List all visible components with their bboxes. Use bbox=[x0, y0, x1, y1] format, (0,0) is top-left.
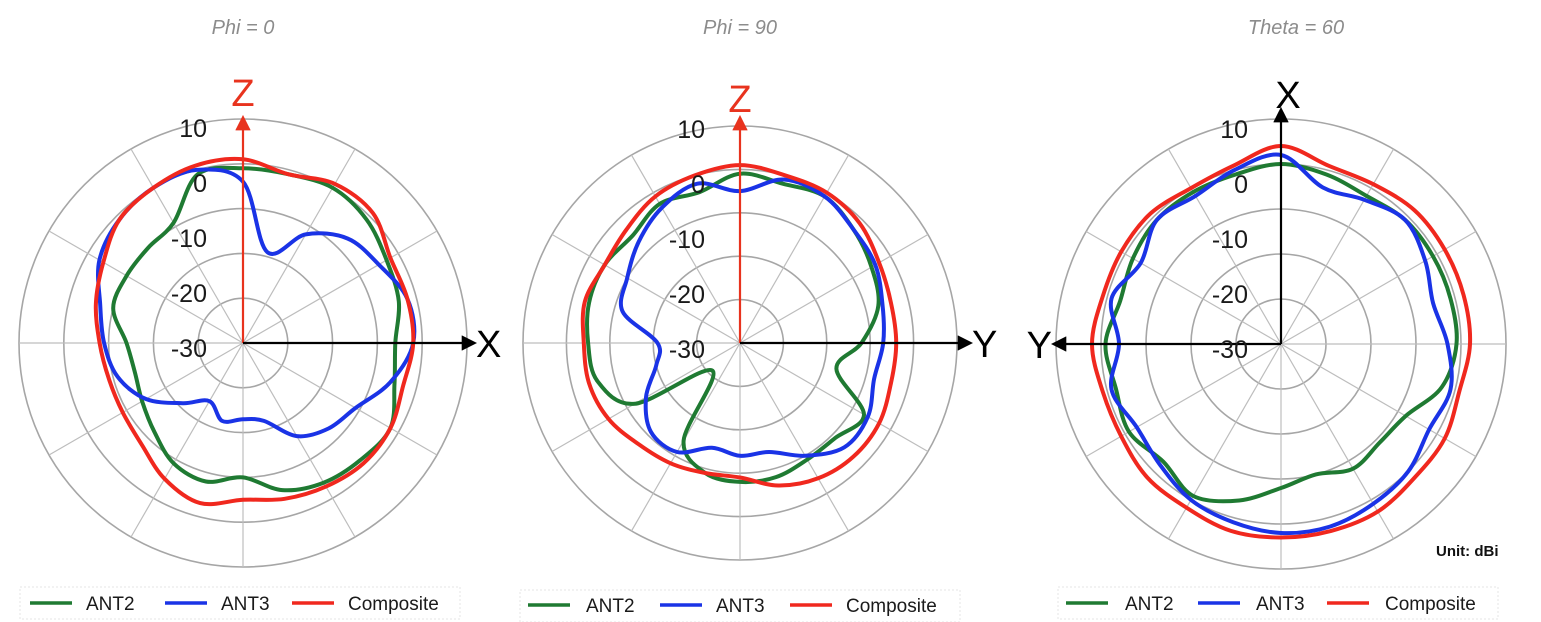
legend-label-ant2: ANT2 bbox=[586, 596, 635, 617]
grid-spoke bbox=[1280, 148, 1395, 345]
radial-tick-labels: 10 0 -10 -20 -30 bbox=[171, 115, 207, 363]
series-line-ant2 bbox=[1103, 162, 1459, 504]
legend-label-composite: Composite bbox=[1385, 594, 1476, 615]
series-line-ant3 bbox=[1108, 152, 1454, 536]
legend-label-ant3: ANT3 bbox=[716, 596, 765, 617]
legend-box bbox=[519, 589, 961, 622]
polar-axes: Z X bbox=[231, 73, 501, 366]
grid-spoke bbox=[242, 342, 438, 456]
radial-tick-label: 10 bbox=[179, 115, 207, 143]
legend-box bbox=[19, 586, 461, 620]
panel-title: Theta = 60 bbox=[1248, 17, 1344, 39]
radial-tick-label: -20 bbox=[1212, 281, 1248, 309]
radial-tick-label: -10 bbox=[669, 226, 705, 254]
polar-traces bbox=[93, 156, 417, 507]
grid-spoke bbox=[48, 230, 244, 344]
radial-tick-labels: 10 0 -10 -20 -30 bbox=[1212, 116, 1248, 364]
polar-traces bbox=[580, 163, 899, 488]
radial-tick-label: 0 bbox=[691, 171, 705, 199]
radial-tick-label: -10 bbox=[1212, 226, 1248, 254]
grid-spoke bbox=[1085, 343, 1282, 458]
legend-label-ant2: ANT2 bbox=[1125, 594, 1174, 615]
grid-spoke bbox=[1167, 343, 1282, 540]
legend-label-ant3: ANT3 bbox=[1256, 594, 1305, 615]
series-line-ant2 bbox=[111, 165, 402, 493]
grid-spoke bbox=[130, 148, 244, 344]
radial-tick-label: 10 bbox=[1220, 116, 1248, 144]
series-line-ant2 bbox=[585, 171, 881, 485]
grid-spoke bbox=[739, 342, 850, 532]
radial-tick-label: -10 bbox=[171, 225, 207, 253]
series-line-composite bbox=[580, 163, 899, 488]
grid-spoke bbox=[739, 233, 929, 344]
radial-tick-label: 0 bbox=[1234, 171, 1248, 199]
radial-tick-label: 0 bbox=[193, 170, 207, 198]
polar-panel-theta-60: Theta = 60 X Y 10 0 -10 -20 -30 Unit: dB… bbox=[1027, 17, 1507, 620]
axis-label-up: Z bbox=[728, 79, 751, 121]
polar-axes: X Y bbox=[1027, 75, 1301, 367]
legend: ANT2 ANT3 Composite bbox=[519, 589, 961, 622]
radial-tick-label: -30 bbox=[669, 336, 705, 364]
legend-label-ant2: ANT2 bbox=[86, 594, 135, 615]
grid-spoke bbox=[242, 342, 356, 538]
radial-tick-label: -20 bbox=[669, 281, 705, 309]
grid-spoke bbox=[1280, 343, 1395, 540]
grid-spoke bbox=[551, 233, 741, 344]
radial-tick-labels: 10 0 -10 -20 -30 bbox=[669, 116, 705, 364]
polar-traces bbox=[1090, 144, 1473, 540]
legend: ANT2 ANT3 Composite bbox=[1057, 586, 1499, 620]
grid-spoke bbox=[739, 154, 850, 344]
series-line-ant3 bbox=[618, 177, 886, 458]
axis-label-left: Y bbox=[1027, 325, 1052, 367]
polar-panel-phi-0: Phi = 0 Z X 10 0 -10 -20 -30 ANT2 ANT3 C… bbox=[18, 17, 501, 620]
legend-label-ant3: ANT3 bbox=[221, 594, 270, 615]
grid-spoke bbox=[739, 342, 929, 453]
series-line-composite bbox=[93, 156, 416, 507]
legend-label-composite: Composite bbox=[846, 596, 937, 617]
series-line-ant3 bbox=[96, 167, 417, 439]
radial-tick-label: 10 bbox=[677, 116, 705, 144]
grid-spoke bbox=[1167, 148, 1282, 345]
grid-spoke bbox=[242, 230, 438, 344]
legend-label-composite: Composite bbox=[348, 594, 439, 615]
grid-spoke bbox=[130, 342, 244, 538]
axis-label-right: X bbox=[476, 324, 501, 366]
legend-box bbox=[1057, 586, 1499, 620]
radial-tick-label: -20 bbox=[171, 280, 207, 308]
legend: ANT2 ANT3 Composite bbox=[19, 586, 461, 620]
axis-label-up: X bbox=[1275, 75, 1300, 117]
axis-label-right: Y bbox=[972, 324, 997, 366]
grid-spoke bbox=[1085, 230, 1282, 345]
unit-label: Unit: dBi bbox=[1436, 543, 1498, 560]
panel-title: Phi = 90 bbox=[703, 17, 777, 39]
axis-label-up: Z bbox=[231, 73, 254, 115]
polar-panel-phi-90: Phi = 90 Z Y 10 0 -10 -20 -30 ANT2 ANT3 … bbox=[519, 17, 997, 622]
radial-tick-label: -30 bbox=[171, 335, 207, 363]
grid-spoke bbox=[630, 154, 741, 344]
panel-title: Phi = 0 bbox=[212, 17, 275, 39]
polar-axes: Z Y bbox=[728, 79, 997, 366]
radial-tick-label: -30 bbox=[1212, 336, 1248, 364]
series-line-composite bbox=[1090, 144, 1473, 540]
grid-spoke bbox=[242, 148, 356, 344]
